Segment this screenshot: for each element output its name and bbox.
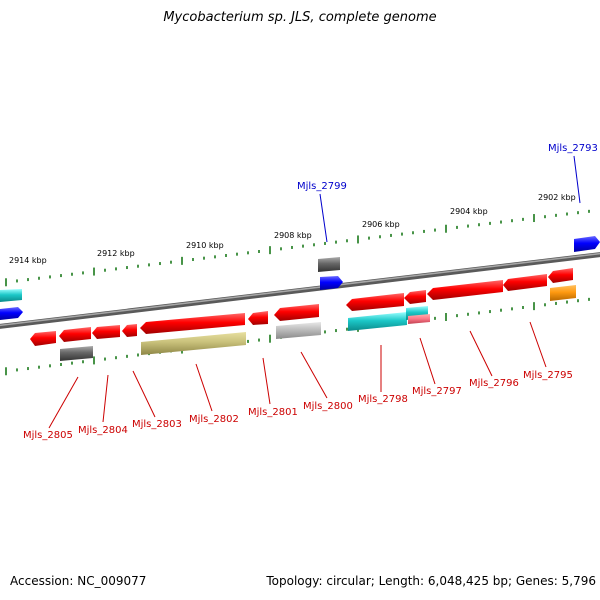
accession-text: Accession: NC_009077 <box>10 574 147 588</box>
gene-arrow[interactable] <box>30 331 56 346</box>
feature-block[interactable] <box>408 314 430 324</box>
gene-arrow[interactable] <box>548 268 573 283</box>
gene-label[interactable]: Mjls_2793 <box>548 143 598 154</box>
gene-label[interactable]: Mjls_2800 <box>303 401 353 412</box>
feature-block[interactable] <box>276 322 321 339</box>
ruler-label: 2910 kbp <box>186 241 224 250</box>
gene-label[interactable]: Mjls_2796 <box>469 378 519 389</box>
gene-label[interactable]: Mjls_2795 <box>523 370 573 381</box>
gene-arrow[interactable] <box>320 276 343 290</box>
label-leader-lines <box>48 155 581 429</box>
gene-label[interactable]: Mjls_2802 <box>189 414 239 425</box>
ruler-label: 2906 kbp <box>362 220 400 229</box>
feature-block[interactable] <box>60 346 93 361</box>
gene-arrow[interactable] <box>574 236 600 252</box>
ruler-label: 2904 kbp <box>450 207 488 216</box>
gene-arrow[interactable] <box>503 274 547 291</box>
gene-arrow[interactable] <box>404 290 426 304</box>
gene-arrow[interactable] <box>0 307 23 320</box>
ruler-label: 2902 kbp <box>538 193 576 202</box>
gene-arrow[interactable] <box>122 324 137 337</box>
ruler-label: 2908 kbp <box>274 231 312 240</box>
gene-arrow[interactable] <box>0 289 22 302</box>
gene-arrow[interactable] <box>140 313 245 334</box>
gene-label[interactable]: Mjls_2799 <box>297 181 347 192</box>
gene-arrow[interactable] <box>318 257 340 272</box>
ruler-label: 2912 kbp <box>97 249 135 258</box>
gene-label[interactable]: Mjls_2803 <box>132 419 182 430</box>
gene-arrow[interactable] <box>346 293 404 311</box>
gene-arrow[interactable] <box>427 280 503 300</box>
gene-arrow[interactable] <box>59 327 91 342</box>
gene-arrow[interactable] <box>274 304 319 321</box>
page-title: Mycobacterium sp. JLS, complete genome <box>163 10 437 25</box>
forward-strand-features <box>0 236 600 320</box>
gene-arrow[interactable] <box>92 325 120 339</box>
feature-block[interactable] <box>348 312 407 331</box>
reverse-strand-features <box>30 268 576 361</box>
gene-label[interactable]: Mjls_2805 <box>23 430 73 441</box>
gene-arrow[interactable] <box>248 311 268 325</box>
feature-block[interactable] <box>550 285 576 301</box>
gene-label[interactable]: Mjls_2801 <box>248 407 298 418</box>
gene-label[interactable]: Mjls_2798 <box>358 394 408 405</box>
gene-label[interactable]: Mjls_2804 <box>78 425 128 436</box>
feature-block[interactable] <box>141 332 246 355</box>
ruler-label: 2914 kbp <box>9 256 47 265</box>
genome-info-text: Topology: circular; Length: 6,048,425 bp… <box>266 574 596 588</box>
upper-tick-track <box>5 209 590 287</box>
gene-label[interactable]: Mjls_2797 <box>412 386 462 397</box>
